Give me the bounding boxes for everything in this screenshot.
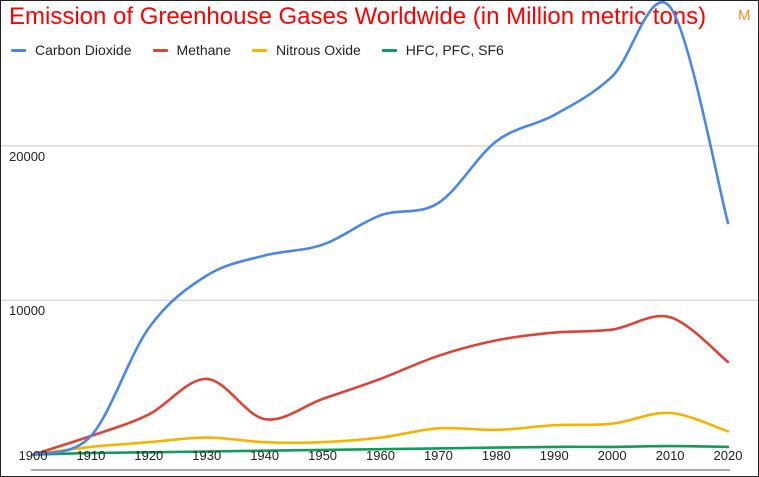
x-tick-label: 1910: [76, 448, 105, 463]
legend-item-2[interactable]: Nitrous Oxide: [251, 42, 361, 58]
chart-legend: Carbon Dioxide Methane Nitrous Oxide HFC, P…: [11, 42, 525, 58]
series-line-2: [31, 411, 730, 456]
legend-label: Nitrous Oxide: [275, 42, 361, 58]
series-line-3: [31, 444, 730, 456]
x-tick-label: 2020: [714, 448, 743, 463]
legend-item-1[interactable]: Methane: [152, 42, 231, 58]
legend-label: HFC, PFC, SF6: [405, 42, 504, 58]
x-tick-label: 1970: [424, 448, 453, 463]
legend-swatch: [381, 48, 397, 52]
x-tick-label: 1960: [366, 448, 395, 463]
x-tick-label: 1940: [250, 448, 279, 463]
y-tick-label: 20000: [9, 149, 45, 164]
x-tick-label: 1900: [19, 448, 48, 463]
legend-item-3[interactable]: HFC, PFC, SF6: [381, 42, 504, 58]
chart-title: Emission of Greenhouse Gases Worldwide (…: [9, 3, 707, 30]
legend-swatch: [251, 48, 267, 52]
x-tick-label: 1980: [482, 448, 511, 463]
x-tick-label: 1990: [540, 448, 569, 463]
legend-item-0[interactable]: Carbon Dioxide: [11, 42, 132, 58]
legend-swatch: [152, 48, 168, 52]
series-line-0: [31, 1, 730, 456]
legend-swatch: [11, 48, 26, 52]
legend-label: Carbon Dioxide: [35, 42, 132, 58]
y-tick-label: 10000: [9, 303, 45, 318]
x-tick-label: 2000: [598, 448, 627, 463]
x-tick-label: 2010: [656, 448, 685, 463]
x-tick-label: 1920: [134, 448, 163, 463]
x-tick-label: 1950: [308, 448, 337, 463]
legend-label: Methane: [176, 42, 231, 58]
x-tick-label: 1930: [192, 448, 221, 463]
series-line-1: [31, 314, 730, 456]
title-mark: M: [738, 7, 751, 24]
